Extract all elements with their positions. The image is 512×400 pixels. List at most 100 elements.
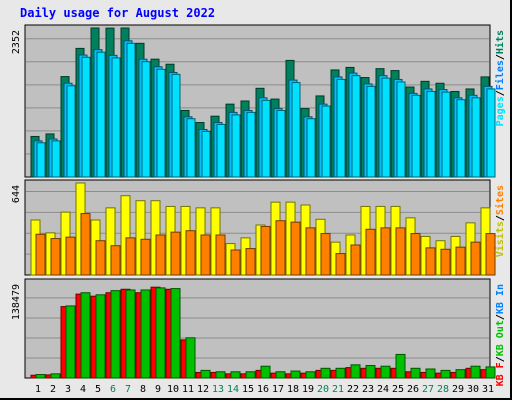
bar-sites bbox=[215, 234, 226, 276]
bar-sites bbox=[350, 244, 361, 276]
x-tick-label: 22 bbox=[347, 384, 359, 395]
x-tick-label: 24 bbox=[377, 384, 389, 395]
bar-pages bbox=[396, 81, 406, 178]
bar-sites bbox=[170, 231, 181, 276]
x-tick-label: 27 bbox=[422, 384, 434, 395]
bar-pages bbox=[171, 73, 181, 178]
bar-sites bbox=[35, 233, 46, 276]
side-legend-bottom: KB F/KB Out/KB In bbox=[495, 284, 506, 386]
bar-sites bbox=[305, 227, 316, 276]
x-tick-label: 30 bbox=[467, 384, 479, 395]
bar-kb-out bbox=[410, 367, 421, 379]
x-tick-label: 5 bbox=[95, 384, 101, 395]
bar-sites bbox=[410, 233, 421, 276]
bar-kb-out bbox=[470, 365, 481, 379]
bar-kb-out bbox=[245, 371, 256, 379]
x-tick-label: 28 bbox=[437, 384, 449, 395]
bar-kb-out bbox=[35, 374, 46, 379]
bar-kb-out bbox=[455, 369, 466, 379]
x-tick-label: 12 bbox=[197, 384, 209, 395]
legend-part: KB Out bbox=[495, 320, 506, 356]
bar-pages bbox=[156, 68, 166, 178]
side-legend-middle: Visits/Sites bbox=[494, 185, 506, 257]
x-tick-label: 7 bbox=[125, 384, 131, 395]
series-sites bbox=[35, 213, 496, 276]
bar-kb-out bbox=[215, 371, 226, 379]
bar-pages bbox=[291, 82, 301, 178]
x-axis-labels: 1 2 3 4 5 6 7 8 9 10 11 12 13 14 15 16 17 18 19 20 21 22 23 24 2… bbox=[35, 384, 494, 395]
x-tick-label: 2 bbox=[50, 384, 56, 395]
bar-pages bbox=[96, 51, 106, 178]
bar-pages bbox=[321, 105, 331, 178]
bar-sites bbox=[110, 245, 121, 276]
bar-pages bbox=[471, 97, 481, 178]
x-tick-label: 23 bbox=[362, 384, 374, 395]
legend-part: Sites bbox=[494, 185, 506, 215]
bar-sites bbox=[245, 248, 256, 276]
legend-part: Pages bbox=[495, 96, 506, 126]
bar-sites bbox=[260, 225, 271, 276]
bar-pages bbox=[216, 123, 226, 178]
x-tick-label: 20 bbox=[317, 384, 329, 395]
bar-kb-out bbox=[110, 290, 121, 379]
x-tick-label: 14 bbox=[227, 384, 239, 395]
legend-part: / bbox=[495, 54, 506, 60]
x-tick-label: 6 bbox=[110, 384, 116, 395]
bar-sites bbox=[470, 241, 481, 276]
bar-kb-out bbox=[290, 370, 301, 379]
bar-pages bbox=[351, 75, 361, 178]
bar-pages bbox=[426, 90, 436, 178]
bar-kb-out bbox=[365, 365, 376, 379]
bar-sites bbox=[185, 230, 196, 276]
bar-sites bbox=[50, 238, 61, 276]
bar-sites bbox=[365, 228, 376, 276]
bar-pages bbox=[126, 42, 136, 178]
bar-sites bbox=[290, 221, 301, 276]
bar-kb-out bbox=[275, 371, 286, 379]
bar-kb-out bbox=[380, 365, 391, 379]
x-tick-label: 10 bbox=[167, 384, 179, 395]
x-tick-label: 15 bbox=[242, 384, 254, 395]
bar-kb-out bbox=[140, 289, 151, 379]
bar-sites bbox=[440, 248, 451, 276]
bar-kb-out bbox=[80, 292, 91, 379]
legend-part: Visits bbox=[494, 221, 506, 257]
bar-kb-out bbox=[425, 368, 436, 379]
legend-part: KB F bbox=[495, 362, 506, 386]
bar-sites bbox=[380, 227, 391, 276]
bar-kb-out bbox=[485, 366, 496, 379]
chart-title: Daily usage for August 2022 bbox=[20, 6, 216, 20]
legend-part: Hits bbox=[494, 30, 506, 54]
bar-sites bbox=[230, 249, 241, 276]
legend-part: / bbox=[495, 90, 506, 96]
legend-part: / bbox=[495, 314, 506, 320]
y-tick-label: 2352 bbox=[11, 30, 22, 54]
panel-middle: 644 Visits/Sites bbox=[11, 179, 506, 276]
bar-kb-out bbox=[395, 353, 406, 379]
bar-kb-out bbox=[50, 373, 61, 379]
bar-pages bbox=[246, 111, 256, 178]
bar-pages bbox=[456, 99, 466, 178]
bar-kb-out bbox=[125, 289, 136, 379]
bar-kb-out bbox=[440, 369, 451, 379]
x-tick-label: 25 bbox=[392, 384, 404, 395]
bar-sites bbox=[95, 240, 106, 276]
bar-sites bbox=[155, 234, 166, 276]
bar-kb-out bbox=[95, 294, 106, 379]
x-tick-label: 4 bbox=[80, 384, 86, 395]
bar-pages bbox=[441, 91, 451, 178]
bar-pages bbox=[51, 140, 61, 178]
bar-pages bbox=[186, 118, 196, 178]
bar-kb-out bbox=[155, 287, 166, 379]
bar-sites bbox=[200, 234, 211, 276]
legend-part: / bbox=[495, 356, 506, 362]
bar-pages bbox=[111, 57, 121, 178]
bar-sites bbox=[125, 237, 136, 276]
legend-part: / bbox=[495, 215, 506, 221]
bar-sites bbox=[140, 238, 151, 276]
bar-pages bbox=[411, 94, 421, 178]
bar-kb-out bbox=[230, 371, 241, 379]
x-tick-label: 3 bbox=[65, 384, 71, 395]
